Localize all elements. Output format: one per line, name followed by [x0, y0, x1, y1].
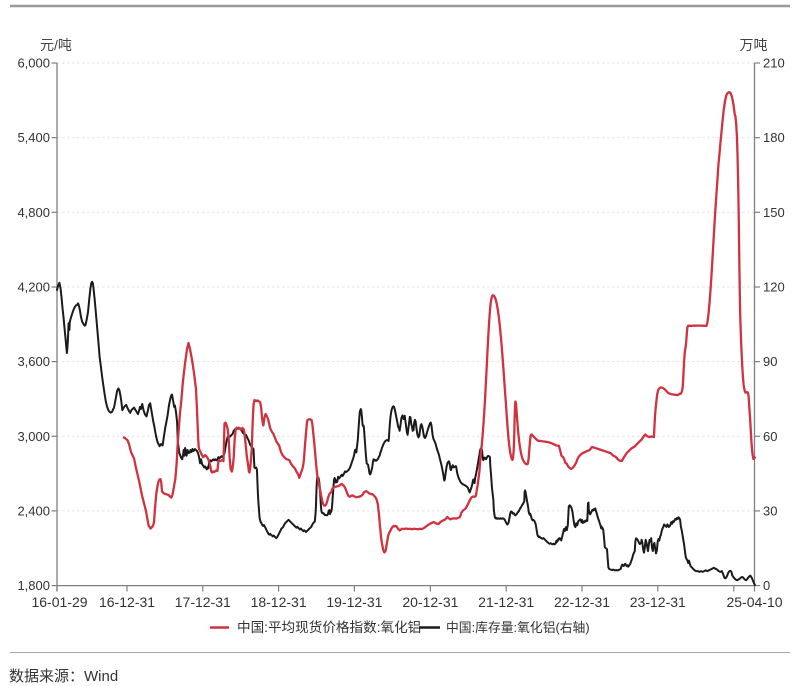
svg-text:22-12-31: 22-12-31 — [554, 594, 610, 610]
svg-text:元/吨: 元/吨 — [40, 37, 72, 53]
svg-text:16-01-29: 16-01-29 — [31, 594, 87, 610]
svg-text:6,000: 6,000 — [17, 56, 50, 71]
svg-text:120: 120 — [763, 280, 785, 295]
svg-text:23-12-31: 23-12-31 — [630, 594, 686, 610]
svg-text:4,200: 4,200 — [17, 280, 50, 295]
svg-text:180: 180 — [763, 130, 785, 145]
svg-text:210: 210 — [763, 56, 785, 71]
svg-text:30: 30 — [763, 503, 777, 518]
svg-text:90: 90 — [763, 354, 777, 369]
svg-text:21-12-31: 21-12-31 — [478, 594, 534, 610]
svg-text:3,000: 3,000 — [17, 429, 50, 444]
svg-text:万吨: 万吨 — [740, 37, 768, 53]
svg-text:60: 60 — [763, 429, 777, 444]
svg-text:150: 150 — [763, 205, 785, 220]
svg-text:3,600: 3,600 — [17, 354, 50, 369]
svg-text:4,800: 4,800 — [17, 205, 50, 220]
svg-text:5,400: 5,400 — [17, 130, 50, 145]
svg-text:1,800: 1,800 — [17, 578, 50, 593]
svg-text:0: 0 — [763, 578, 770, 593]
svg-text:中国:平均现货价格指数:氧化铝: 中国:平均现货价格指数:氧化铝 — [237, 619, 421, 635]
svg-text:19-12-31: 19-12-31 — [326, 594, 382, 610]
svg-text:20-12-31: 20-12-31 — [402, 594, 458, 610]
svg-text:2,400: 2,400 — [17, 503, 50, 518]
svg-text:18-12-31: 18-12-31 — [251, 594, 307, 610]
svg-text:25-04-10: 25-04-10 — [726, 594, 782, 610]
svg-text:数据来源：Wind: 数据来源：Wind — [9, 668, 118, 685]
svg-text:中国:库存量:氧化铝(右轴): 中国:库存量:氧化铝(右轴) — [446, 620, 590, 635]
svg-text:16-12-31: 16-12-31 — [99, 594, 155, 610]
svg-text:17-12-31: 17-12-31 — [175, 594, 231, 610]
